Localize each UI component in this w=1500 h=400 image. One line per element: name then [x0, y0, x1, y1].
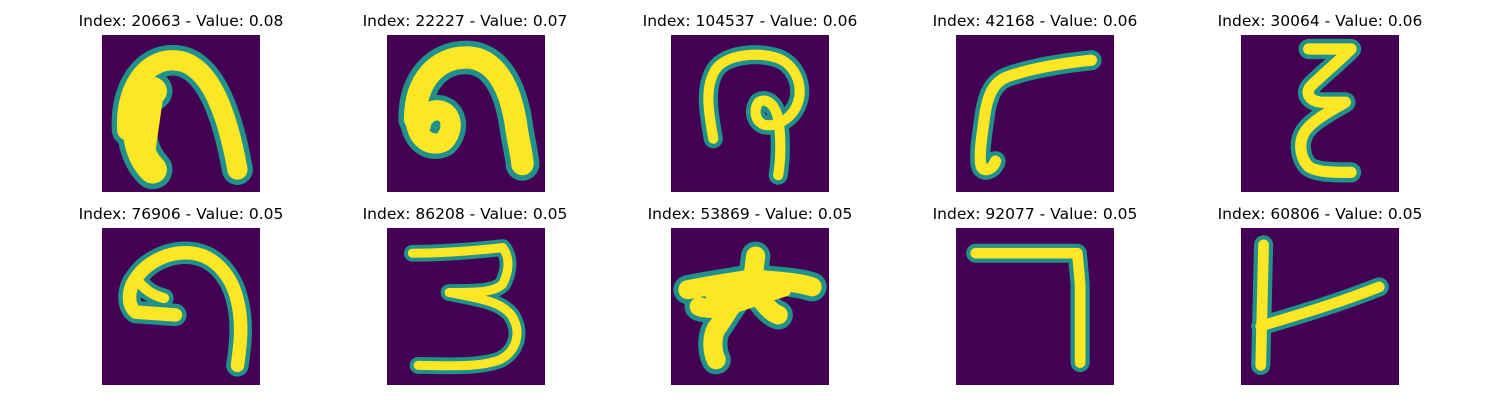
panel-title: Index: 86208 - Value: 0.05 [362, 205, 568, 223]
panel-image-three [387, 228, 545, 385]
panel-title: Index: 53869 - Value: 0.05 [647, 205, 853, 223]
panel-image-arch-filled [102, 35, 260, 192]
panel-title: Index: 22227 - Value: 0.07 [362, 12, 568, 30]
panel-image-zigzag [1241, 35, 1399, 192]
panel-image-arch-curl [387, 35, 545, 192]
panel-image-loop-stem [671, 35, 829, 192]
panel-title: Index: 20663 - Value: 0.08 [78, 12, 284, 30]
panel-title: Index: 92077 - Value: 0.05 [932, 205, 1138, 223]
panel-image-t-branch [1241, 228, 1399, 385]
panel-title: Index: 30064 - Value: 0.06 [1217, 12, 1423, 30]
panel-image-corner-hook [956, 35, 1114, 192]
panel-title: Index: 104537 - Value: 0.06 [642, 12, 858, 30]
panel-image-seven [956, 228, 1114, 385]
panel-title: Index: 42168 - Value: 0.06 [932, 12, 1138, 30]
panel-image-spiral-hook [102, 228, 260, 385]
panel-image-star-blob [671, 228, 829, 385]
panel-title: Index: 76906 - Value: 0.05 [78, 205, 284, 223]
panel-title: Index: 60806 - Value: 0.05 [1217, 205, 1423, 223]
